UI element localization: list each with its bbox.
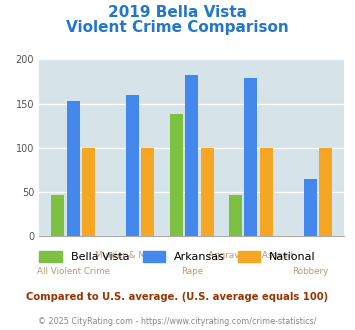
Text: Aggravated Assault: Aggravated Assault bbox=[208, 251, 294, 260]
Text: © 2025 CityRating.com - https://www.cityrating.com/crime-statistics/: © 2025 CityRating.com - https://www.city… bbox=[38, 317, 317, 326]
Bar bbox=[126, 95, 139, 236]
Bar bbox=[229, 195, 242, 236]
Text: Robbery: Robbery bbox=[292, 267, 328, 276]
Bar bbox=[170, 114, 183, 236]
Bar bbox=[51, 195, 65, 236]
Bar bbox=[319, 148, 332, 236]
Text: 2019 Bella Vista: 2019 Bella Vista bbox=[108, 5, 247, 20]
Bar bbox=[67, 101, 80, 236]
Text: Compared to U.S. average. (U.S. average equals 100): Compared to U.S. average. (U.S. average … bbox=[26, 292, 329, 302]
Bar bbox=[185, 75, 198, 236]
Text: All Violent Crime: All Violent Crime bbox=[37, 267, 110, 276]
Legend: Bella Vista, Arkansas, National: Bella Vista, Arkansas, National bbox=[35, 247, 320, 267]
Bar bbox=[141, 148, 154, 236]
Bar bbox=[304, 179, 317, 236]
Text: Violent Crime Comparison: Violent Crime Comparison bbox=[66, 20, 289, 35]
Bar bbox=[260, 148, 273, 236]
Text: Murder & Mans...: Murder & Mans... bbox=[95, 251, 170, 260]
Bar bbox=[244, 78, 257, 236]
Bar bbox=[82, 148, 95, 236]
Text: Rape: Rape bbox=[181, 267, 203, 276]
Bar bbox=[201, 148, 214, 236]
